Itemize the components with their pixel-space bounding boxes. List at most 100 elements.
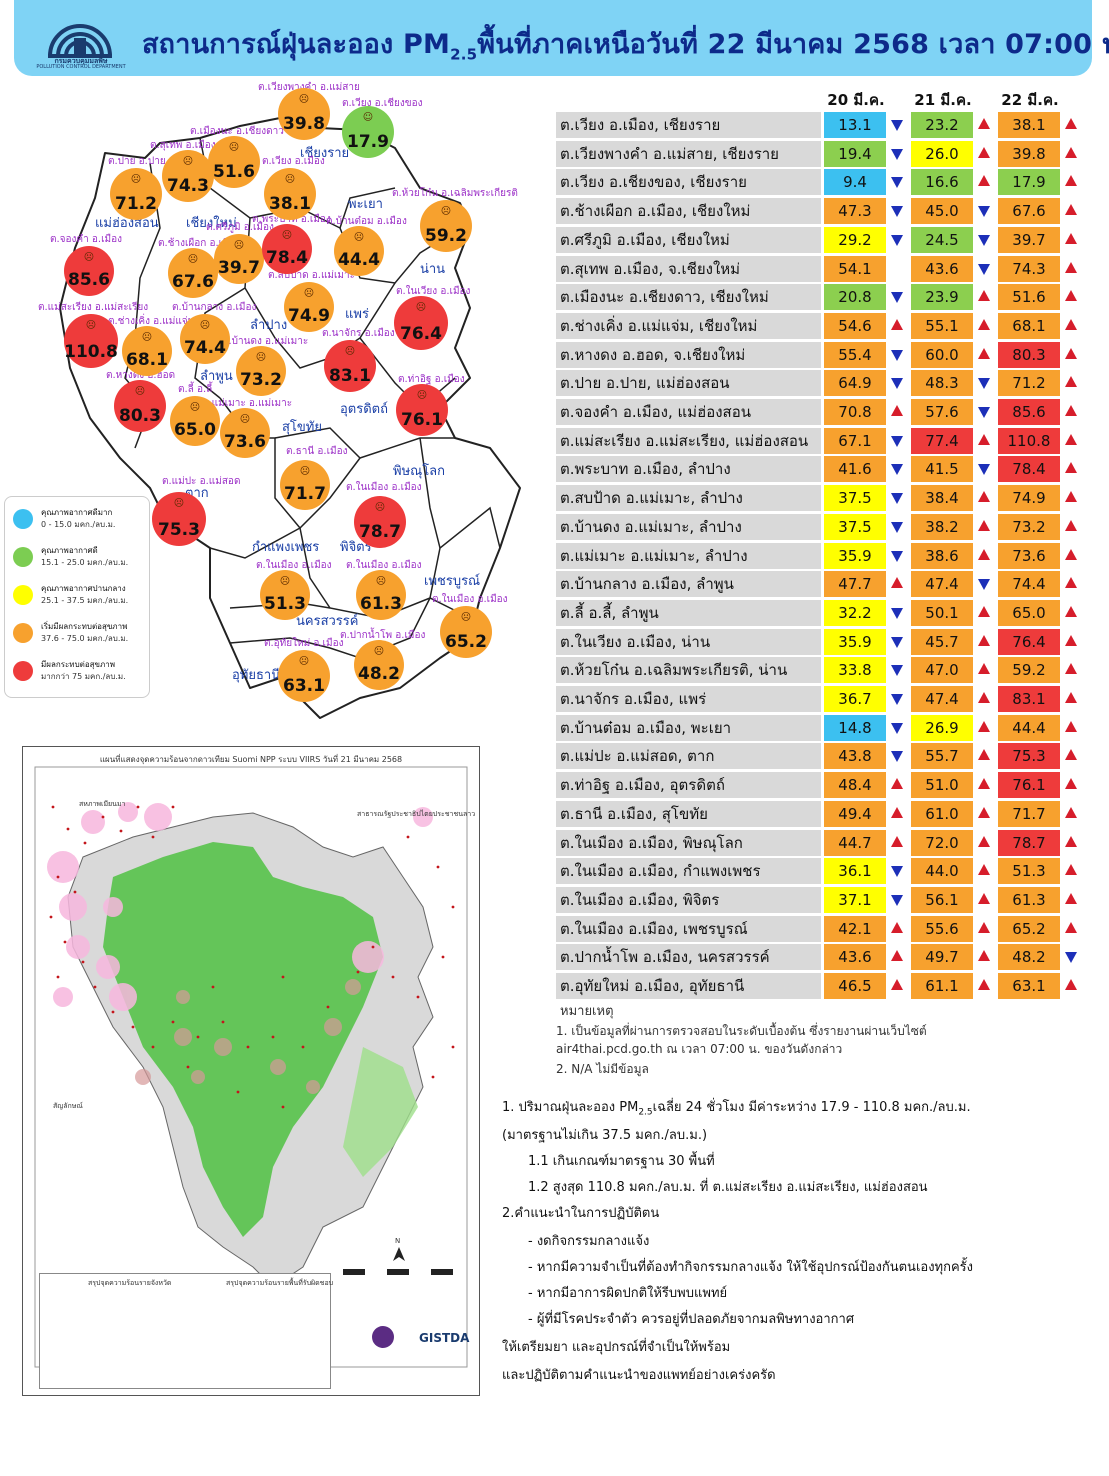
pm-bubble: ☹ 76.4: [394, 296, 448, 350]
table-row: ต.ในเมือง อ.เมือง, กำแพงเพชร 36.1 44.0 51.3: [556, 858, 1088, 885]
province-label: อุทัยธานี: [232, 668, 281, 683]
pm-bubble: ☹ 59.2: [420, 200, 472, 252]
pm-value-cell: 47.4: [911, 686, 973, 712]
trend-down-icon: [891, 694, 903, 705]
trend-up-icon: [1065, 118, 1077, 129]
summary-line: 2.คำแนะนำในการปฏิบัติตน: [502, 1206, 660, 1221]
summary-line: 1. ปริมาณฝุ่นละออง PM2.5เฉลี่ย 24 ชั่วโม…: [502, 1100, 971, 1118]
trend-down-icon: [891, 665, 903, 677]
site-label: ต.สุเทพ อ.เมือง: [150, 140, 216, 151]
table-row: ต.ช้างเผือก อ.เมือง, เชียงใหม่ 47.3 45.0 67…: [556, 198, 1088, 225]
pm-value-cell: 47.7: [824, 571, 886, 598]
trend-up-icon: [1065, 405, 1077, 416]
site-label: ต.ในเมือง อ.เมือง: [256, 560, 332, 571]
station-name: ต.ท่าอิฐ อ.เมือง, อุตรดิตถ์: [556, 772, 821, 799]
pm-bubble: ☹ 48.2: [354, 640, 404, 690]
trend-down-icon: [978, 206, 990, 218]
site-label: ต.ในเมือง อ.เมือง: [346, 560, 422, 571]
pm-value-cell: 26.9: [911, 714, 973, 741]
col-header-day3: 22 มี.ค.: [1001, 91, 1059, 109]
trend-down-icon: [891, 722, 903, 734]
pm-bubble: ☹ 39.8: [278, 88, 330, 140]
province-label: แม่ฮ่องสอน: [95, 216, 159, 231]
site-label: ต.ลี้ อ.ลี้: [178, 384, 213, 395]
legend-item: เริ่มมีผลกระทบต่อสุขภาพ 37.6 - 75.0 มคก./…: [9, 617, 145, 651]
site-label: ต.ช่างเคิ่ง อ.แม่แจ่ม: [108, 316, 195, 327]
table-row: ต.ช่างเคิ่ง อ.แม่แจ่ม, เชียงใหม่ 54.6 55.1…: [556, 312, 1088, 339]
pm-bubble: ☹ 71.7: [280, 460, 330, 510]
station-name: ต.บ้านกลาง อ.เมือง, ลำพูน: [556, 571, 821, 598]
site-label: ต.เวียง อ.เชียงของ: [342, 98, 423, 109]
pm-value-cell: 61.1: [911, 973, 973, 999]
pm25-map: แม่ฮ่องสอน เชียงใหม่ เชียงราย พะเยา น่าน…: [0, 78, 540, 728]
pm-value-cell: 16.6: [911, 169, 973, 196]
pm-value-cell: 44.0: [911, 858, 973, 885]
hotspot-summary-box: สรุปจุดความร้อนรายจังหวัด สรุปจุดความร้อ…: [39, 1273, 333, 1389]
trend-up-icon: [1065, 979, 1077, 990]
pm-value-cell: 71.7: [998, 800, 1060, 827]
pm-value-cell: 57.6: [911, 399, 973, 425]
site-label: ต.ห้วยโก๋น อ.เฉลิมพระเกียรติ: [392, 188, 518, 199]
gistda-logo: GISTDA: [419, 1331, 470, 1345]
trend-up-icon: [891, 979, 903, 990]
logo-text-en: POLLUTION CONTROL DEPARTMENT: [36, 64, 126, 70]
site-label: ต.ช้างเผือก อ.เมือง: [158, 238, 240, 249]
trend-up-icon: [978, 175, 990, 187]
table-row: ต.จองคำ อ.เมือง, แม่ฮ่องสอน 70.8 57.6 85.6: [556, 399, 1088, 425]
trend-up-icon: [891, 835, 903, 847]
pm-bubble: ☹ 73.2: [236, 346, 286, 396]
country-label: สหภาพเมียนมา: [79, 800, 126, 808]
pm-value-cell: 77.4: [911, 427, 973, 454]
pm-value-cell: 49.7: [911, 944, 973, 971]
col-header-day2: 21 มี.ค.: [914, 91, 972, 109]
trend-up-icon: [978, 347, 990, 359]
summary-line: 1.1 เกินเกณฑ์มาตรฐาน 30 พื้นที่: [528, 1154, 715, 1169]
pm-value-cell: 54.1: [824, 255, 886, 282]
trend-down-icon: [978, 263, 990, 275]
trend-up-icon: [1065, 692, 1077, 703]
pm-value-cell: 38.1: [998, 112, 1060, 138]
trend-down-icon: [891, 550, 903, 562]
table-row: ต.บ้านต๋อม อ.เมือง, พะเยา 14.8 26.9 44.4: [556, 714, 1088, 741]
pm-bubble: ☹ 74.9: [284, 282, 334, 332]
trend-up-icon: [978, 290, 990, 302]
station-name: ต.ปากน้ำโพ อ.เมือง, นครสวรรค์: [556, 944, 821, 971]
pm-value-cell: 44.7: [824, 829, 886, 856]
table-row: ต.ปาย อ.ปาย, แม่ฮ่องสอน 64.9 48.3 71.2: [556, 370, 1088, 397]
legend-item: คุณภาพอากาศดี 15.1 - 25.0 มคก./ลบ.ม.: [9, 541, 145, 575]
trend-down-icon: [1065, 952, 1077, 964]
station-name: ต.หางดง อ.ฮอด, จ.เชียงใหม่: [556, 341, 821, 368]
pm-bubble: ☹ 51.6: [208, 136, 260, 188]
table-row: ต.ห้วยโก๋น อ.เฉลิมพระเกียรติ, น่าน 33.8 47…: [556, 657, 1088, 684]
site-label: ต.นาจักร อ.เมือง: [322, 328, 395, 339]
trend-down-icon: [891, 234, 903, 246]
province-label: แพร่: [345, 307, 369, 322]
station-name: ต.ในเมือง อ.เมือง, กำแพงเพชร: [556, 858, 821, 885]
site-label: ต.ท่าอิฐ อ.เมือง: [398, 374, 465, 385]
trend-down-icon: [891, 435, 903, 447]
trend-up-icon: [978, 835, 990, 847]
pm-value-cell: 37.5: [824, 485, 886, 512]
station-name: ต.เวียงพางคำ อ.แม่สาย, เชียงราย: [556, 140, 821, 167]
pm-bubble: ☹ 83.1: [324, 340, 376, 392]
summary-line: และปฏิบัติตามคำแนะนำของแพทย์อย่างเคร่งคร…: [502, 1368, 776, 1383]
trend-up-icon: [891, 318, 903, 330]
station-name: ต.แม่สะเรียง อ.แม่สะเรียง, แม่ฮ่องสอน: [556, 427, 821, 454]
trend-up-icon: [978, 720, 990, 732]
station-name: ต.พระบาท อ.เมือง, ลำปาง: [556, 456, 821, 483]
trend-up-icon: [1065, 462, 1077, 474]
table-row: ต.ศรีภูมิ อ.เมือง, เชียงใหม่ 29.2 24.5 39.7: [556, 226, 1088, 253]
pm-value-cell: 49.4: [824, 800, 886, 827]
trend-up-icon: [978, 749, 990, 761]
pm-value-cell: 59.2: [998, 657, 1060, 684]
trend-up-icon: [1065, 634, 1077, 646]
trend-up-icon: [978, 892, 990, 904]
province-label: ลำพูน: [200, 369, 233, 384]
pm-value-cell: 50.1: [911, 599, 973, 626]
trend-down-icon: [978, 464, 990, 476]
pm-value-cell: 41.5: [911, 456, 973, 483]
col-header-day1: 20 มี.ค.: [827, 91, 885, 109]
trend-up-icon: [1065, 548, 1077, 560]
trend-up-icon: [1065, 376, 1077, 388]
province-label: เพชรบูรณ์: [424, 574, 481, 589]
